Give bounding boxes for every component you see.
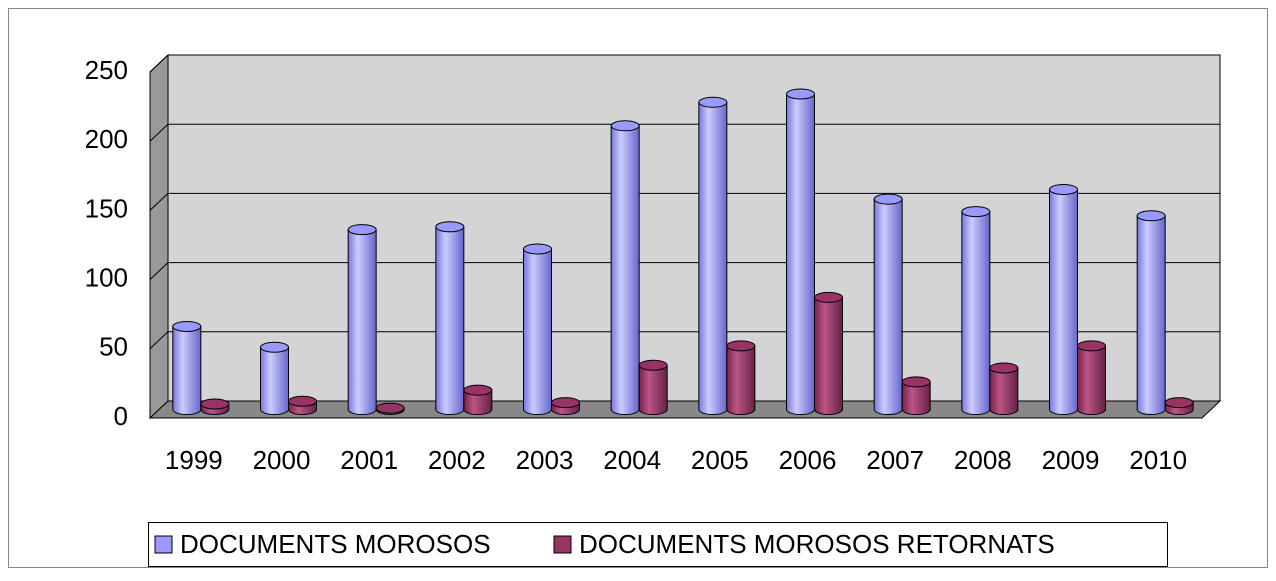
cylinder-top	[989, 362, 1019, 374]
cylinder-top	[347, 224, 377, 236]
cylinder	[610, 120, 640, 415]
cylinder	[726, 340, 756, 415]
cylinder-top	[610, 120, 640, 132]
cylinder-top	[375, 402, 405, 414]
grid-line	[149, 262, 169, 280]
x-tick-label: 1999	[165, 445, 223, 475]
cylinder	[1136, 210, 1166, 415]
cylinder-body	[873, 198, 903, 415]
legend-label: DOCUMENTS MOROSOS RETORNATS	[579, 529, 1055, 559]
cylinder-top	[1077, 340, 1106, 352]
cylinder-body	[786, 93, 815, 415]
cylinder-body	[610, 125, 640, 415]
grid-line	[149, 54, 169, 73]
cylinder-body	[901, 381, 931, 415]
cylinder-body	[1077, 345, 1106, 415]
cylinder-body	[260, 346, 289, 415]
cylinder-body	[172, 325, 202, 415]
cylinder-top	[726, 340, 756, 352]
legend-box	[148, 522, 1168, 567]
y-tick-label: 250	[85, 55, 128, 85]
x-tick-label: 2002	[428, 445, 486, 475]
side-wall	[149, 53, 169, 420]
cylinder-top	[873, 193, 903, 205]
grid-line	[149, 123, 169, 142]
x-tick-label: 2003	[516, 445, 574, 475]
cylinder	[260, 341, 289, 415]
y-tick-label: 150	[85, 193, 128, 223]
y-tick-label: 100	[85, 262, 128, 292]
cylinder-body	[347, 229, 377, 415]
floor	[148, 400, 1222, 419]
cylinder	[638, 359, 668, 415]
cylinder	[463, 384, 493, 415]
cylinder-body	[463, 389, 493, 415]
cylinder-top	[698, 96, 728, 108]
x-tick-label: 2005	[691, 445, 749, 475]
x-tick-label: 2004	[603, 445, 661, 475]
cylinder	[873, 193, 903, 415]
cylinder-top	[814, 291, 843, 303]
cylinder-top	[523, 243, 552, 255]
cylinder-body	[814, 296, 843, 415]
legend-label: DOCUMENTS MOROSOS	[180, 529, 491, 559]
cylinder	[786, 88, 815, 415]
cylinder-body	[989, 367, 1019, 415]
cylinder	[523, 243, 552, 415]
cylinder	[375, 402, 405, 415]
cylinder	[288, 395, 317, 415]
cylinder	[347, 224, 377, 415]
cylinder-body	[961, 211, 991, 415]
x-tick-label: 2001	[340, 445, 398, 475]
cylinder-body	[698, 101, 728, 415]
cylinder	[435, 221, 465, 415]
y-tick-label: 200	[85, 124, 128, 154]
cylinder-body	[523, 248, 552, 415]
cylinder-body	[726, 345, 756, 415]
cylinder-top	[786, 88, 815, 100]
cylinder	[698, 96, 728, 415]
x-tick-label: 2009	[1042, 445, 1100, 475]
grid-line	[149, 331, 169, 350]
cylinder-body	[435, 226, 465, 415]
cylinder-top	[288, 395, 317, 407]
x-tick-label: 2008	[954, 445, 1012, 475]
cylinder-top	[901, 376, 931, 388]
cylinder-top	[1049, 183, 1078, 195]
cylinder	[814, 291, 843, 415]
cylinder-top	[961, 206, 991, 218]
cylinder-top	[200, 398, 230, 410]
x-tick-label: 2000	[253, 445, 311, 475]
cylinder-body	[638, 364, 668, 415]
cylinder	[551, 397, 580, 415]
y-tick-label: 0	[114, 401, 128, 431]
cylinder	[1164, 397, 1194, 415]
y-tick-label: 50	[99, 332, 128, 362]
cylinder-top	[172, 320, 202, 332]
cylinder	[901, 376, 931, 415]
cylinder-top	[260, 341, 289, 353]
cylinder	[961, 206, 991, 415]
cylinder-top	[463, 384, 493, 396]
legend-swatch	[553, 535, 572, 554]
legend-swatch	[154, 535, 173, 554]
cylinder-top	[551, 397, 580, 409]
cylinder-top	[435, 221, 465, 233]
cylinder	[1077, 340, 1106, 415]
cylinder-body	[1136, 215, 1166, 415]
cylinder-top	[1164, 397, 1194, 409]
cylinder	[989, 362, 1019, 415]
cylinder	[172, 320, 202, 415]
cylinder	[1049, 183, 1078, 415]
x-tick-label: 2010	[1129, 445, 1187, 475]
x-tick-label: 2006	[779, 445, 837, 475]
x-tick-label: 2007	[866, 445, 924, 475]
cylinder-body	[1049, 188, 1078, 415]
cylinder-top	[1136, 210, 1166, 222]
cylinder	[200, 398, 230, 415]
cylinder-top	[638, 359, 668, 371]
grid-line	[149, 193, 169, 211]
